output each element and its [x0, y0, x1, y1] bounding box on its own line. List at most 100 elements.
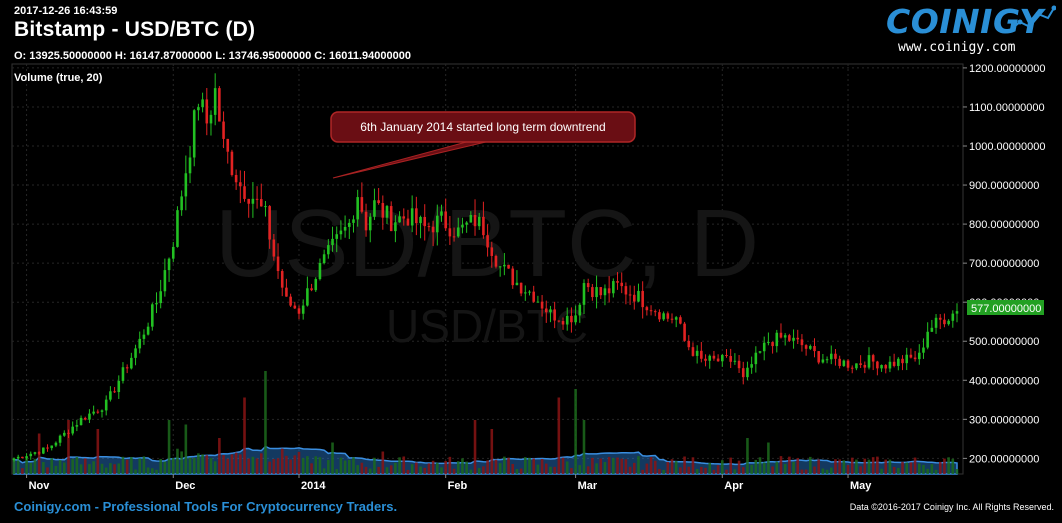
- candle-body: [662, 313, 665, 320]
- candle-body: [482, 216, 485, 236]
- candle-body: [381, 203, 385, 218]
- candle-body: [268, 206, 271, 240]
- volume-bar: [209, 458, 213, 474]
- volume-bar: [922, 464, 925, 474]
- candle-body: [741, 368, 745, 378]
- candle-body: [75, 425, 79, 427]
- volume-bar: [318, 457, 322, 474]
- candle-body: [829, 353, 833, 360]
- volume-bar: [867, 459, 871, 474]
- volume-bar: [926, 468, 929, 474]
- volume-bar: [498, 463, 502, 474]
- volume-bar: [360, 462, 364, 474]
- candle-body: [616, 281, 619, 283]
- candle-body: [905, 354, 909, 364]
- candle-body: [486, 235, 489, 248]
- candle-body: [679, 317, 682, 324]
- candle-body: [251, 198, 255, 204]
- volume-bar: [821, 468, 825, 474]
- volume-bar: [117, 463, 121, 474]
- volume-bar: [813, 466, 816, 474]
- volume-bar: [829, 467, 833, 474]
- volume-bar: [712, 469, 716, 474]
- volume-bar: [385, 467, 389, 474]
- volume-bar: [67, 420, 70, 474]
- volume-bar: [171, 457, 175, 474]
- candle-body: [301, 305, 305, 314]
- candle-body: [938, 317, 942, 320]
- candle-body: [670, 318, 674, 320]
- volume-bar: [825, 469, 829, 474]
- candle-body: [465, 222, 468, 225]
- candle-body: [171, 246, 175, 259]
- volume-bar: [163, 461, 167, 474]
- candle-body: [389, 206, 393, 232]
- volume-bar: [888, 459, 892, 474]
- volume-bar: [729, 457, 732, 474]
- volume-bar: [871, 457, 875, 474]
- volume-bar: [243, 397, 246, 474]
- volume-bar: [612, 458, 615, 474]
- volume-bar: [603, 461, 607, 474]
- candle-body: [599, 287, 603, 296]
- candle-body: [335, 234, 339, 239]
- y-tick-label: 800.00000000: [969, 219, 1039, 231]
- volume-bar: [268, 461, 271, 474]
- candle-body: [272, 239, 276, 257]
- candle-body: [867, 355, 871, 368]
- volume-bar: [280, 448, 284, 474]
- volume-bar: [79, 464, 83, 474]
- candle-body: [897, 358, 900, 366]
- volume-bar: [314, 456, 318, 474]
- volume-bar: [406, 469, 410, 474]
- volume-bar: [222, 455, 225, 474]
- y-tick-label: 700.00000000: [969, 258, 1039, 270]
- candle-body: [188, 157, 192, 174]
- candle-body: [83, 417, 87, 420]
- candle-body: [515, 282, 519, 286]
- volume-bar: [469, 469, 473, 474]
- candle-body: [507, 264, 510, 269]
- volume-bar: [637, 456, 640, 474]
- candle-body: [733, 360, 737, 362]
- candle-body: [792, 337, 795, 341]
- volume-bar: [591, 457, 594, 474]
- volume-bar: [716, 465, 720, 474]
- volume-bar: [335, 469, 339, 474]
- ohlc-readout: O: 13925.50000000 H: 16147.87000000 L: 1…: [14, 50, 411, 62]
- volume-bar: [83, 458, 87, 474]
- volume-bar: [138, 458, 142, 474]
- volume-bar: [293, 455, 297, 474]
- volume-bar: [440, 467, 443, 474]
- logo-chart-icon: [1009, 5, 1056, 31]
- candle-body: [909, 354, 913, 358]
- volume-bar: [394, 462, 397, 474]
- volume-bar: [515, 469, 519, 474]
- volume-bar: [670, 459, 674, 474]
- volume-bar: [448, 456, 452, 474]
- volume-bar: [850, 457, 854, 474]
- volume-bar: [762, 462, 766, 474]
- volume-bar: [691, 457, 695, 474]
- volume-bar: [29, 462, 33, 474]
- coinigy-logo[interactable]: COINIGY www.coinigy.com: [884, 2, 1056, 58]
- volume-bar: [184, 424, 188, 474]
- footer-tagline[interactable]: Coinigy.com - Professional Tools For Cry…: [14, 499, 398, 514]
- volume-bar: [259, 453, 263, 474]
- x-tick-label: Dec: [175, 480, 195, 492]
- candle-body: [16, 456, 20, 459]
- candle-body: [855, 363, 858, 369]
- volume-bar: [616, 457, 619, 474]
- candle-body: [297, 308, 301, 314]
- volume-bar: [951, 458, 955, 474]
- volume-bar: [402, 456, 406, 474]
- logo-wordmark: COINIGY: [886, 2, 1044, 41]
- candle-body: [394, 222, 397, 232]
- candle-body: [746, 367, 749, 378]
- volume-bar: [465, 461, 468, 474]
- volume-bar: [427, 463, 431, 474]
- volume-bar: [741, 467, 745, 474]
- candle-body: [565, 315, 569, 325]
- volume-bar: [901, 461, 904, 474]
- y-tick-label: 1200.00000000: [969, 63, 1045, 75]
